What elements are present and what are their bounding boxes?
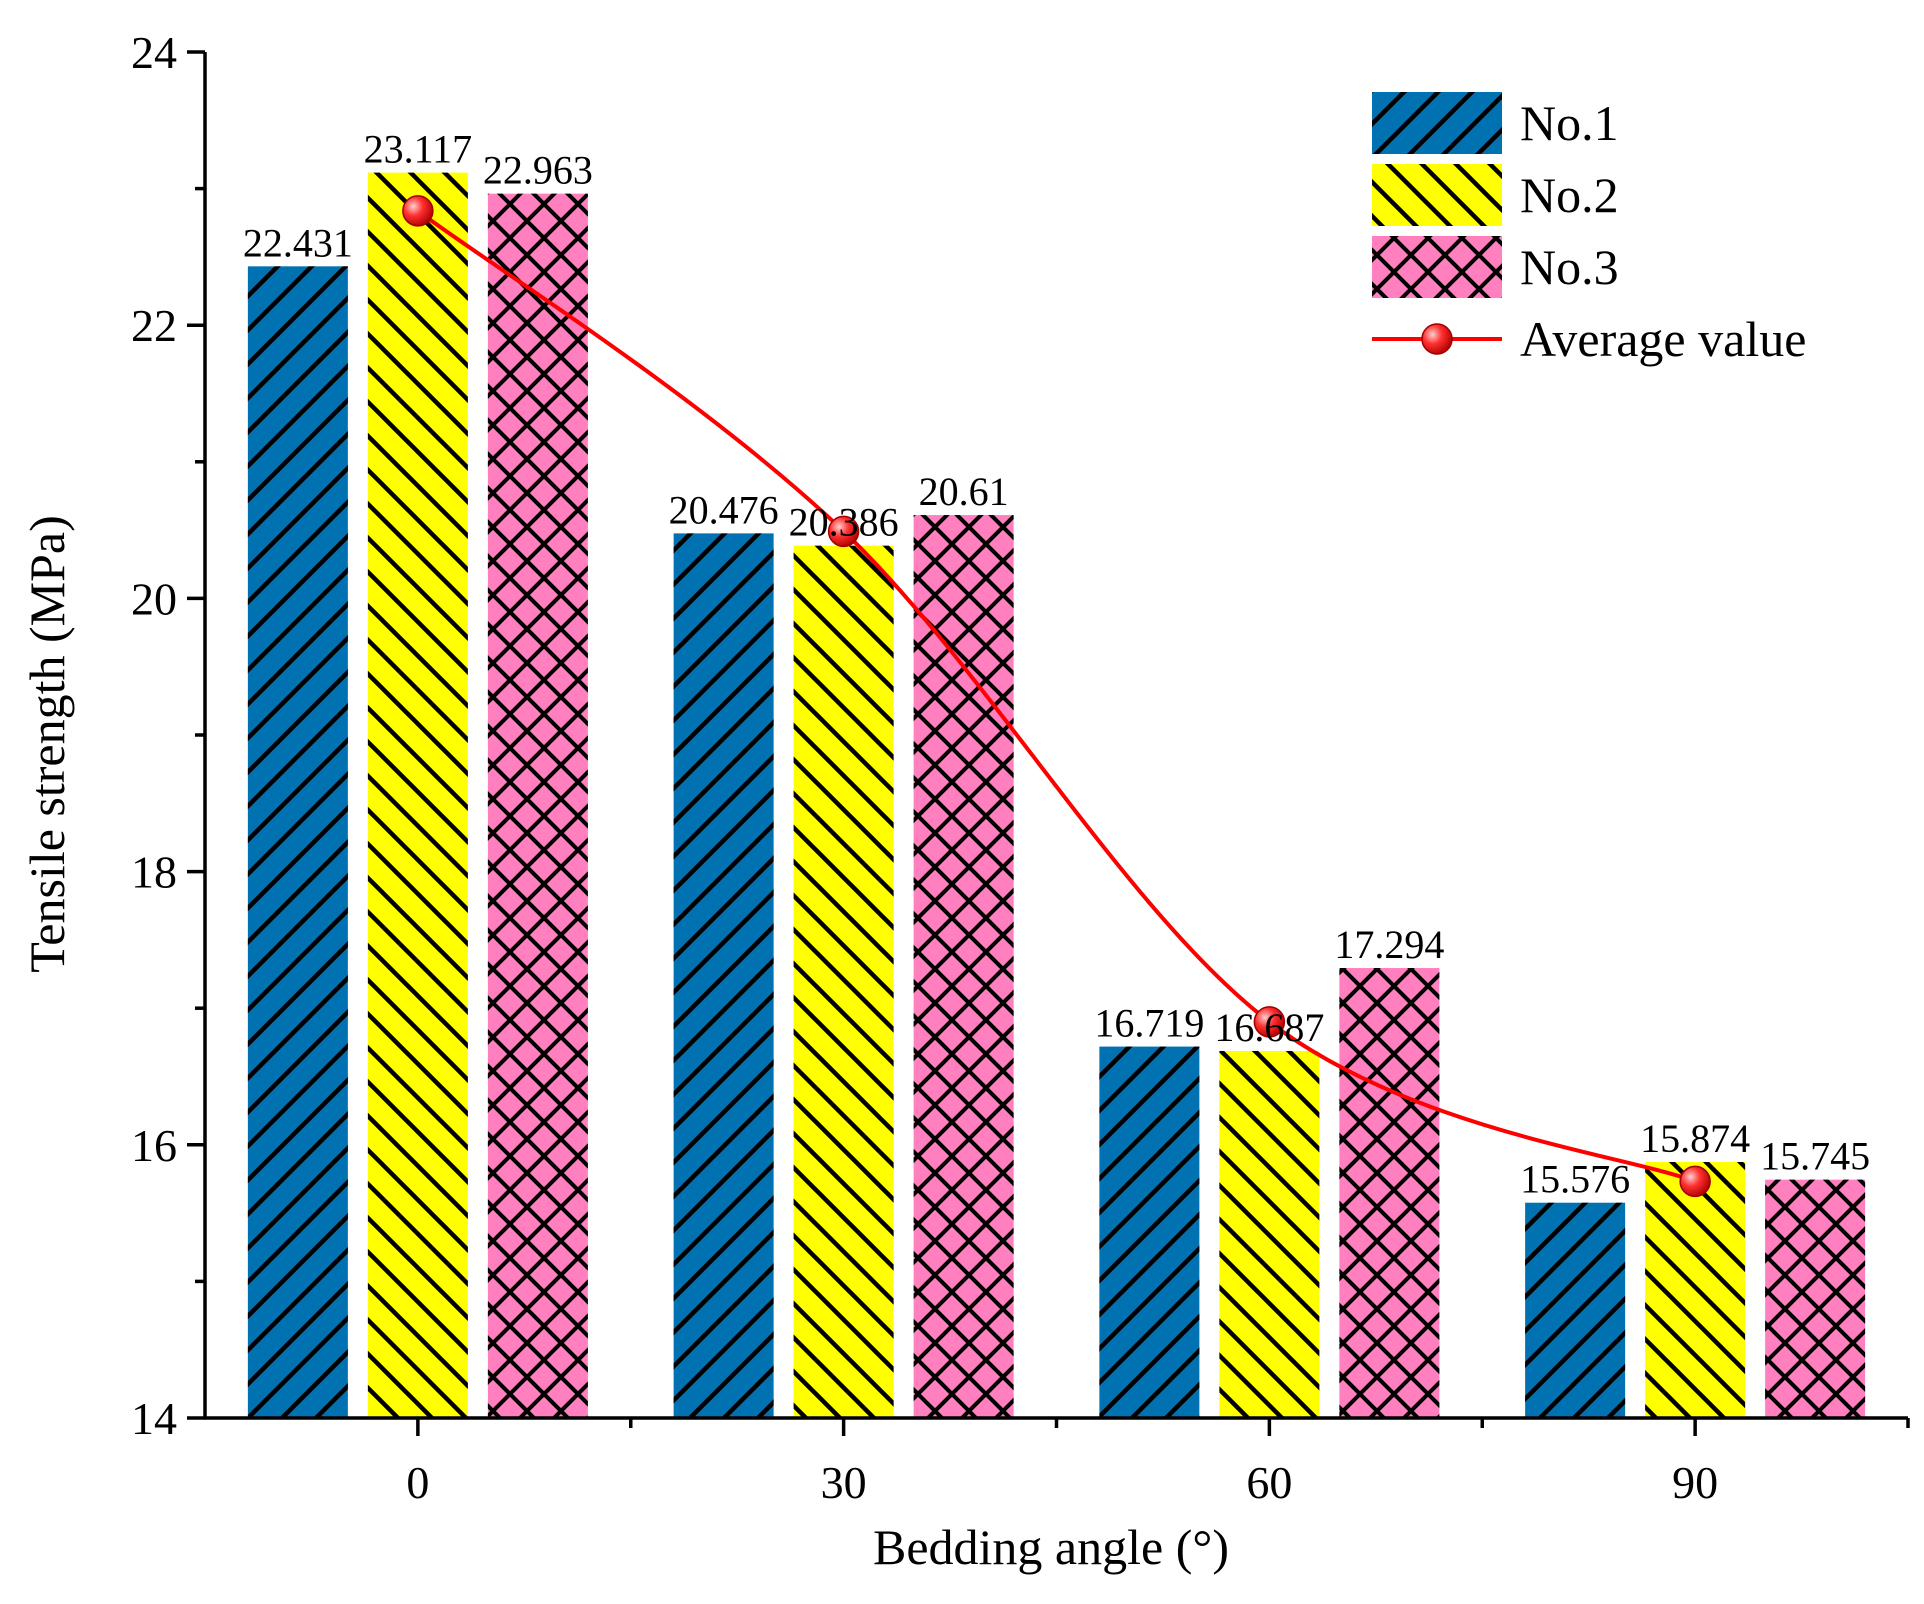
bar-no-2-hatch	[1645, 1162, 1746, 1418]
average-value-marker	[1253, 1006, 1286, 1038]
data-labels-group: 22.431 20.476 16.719 15.576 23.117 20.386 16.6…	[243, 127, 1870, 1202]
bar-value-label: 15.745	[1760, 1134, 1870, 1179]
legend-label: No.3	[1520, 239, 1619, 295]
legend-swatch-no-3-hatch	[1372, 236, 1502, 298]
bar-no-1-hatch	[673, 533, 774, 1418]
average-value-marker	[1679, 1165, 1711, 1198]
bar-no-2-hatch	[367, 172, 468, 1418]
bar-no-1-hatch	[247, 266, 348, 1418]
average-value-marker	[402, 195, 434, 227]
legend-label: Average value	[1520, 311, 1806, 367]
bar-value-label: 22.963	[483, 148, 593, 193]
x-tick-label: 30	[821, 1457, 867, 1508]
legend: No.1 No.2 No.3 Average value	[1372, 92, 1806, 367]
bar-value-label: 16.719	[1094, 1001, 1204, 1046]
bar-no-3-hatch	[487, 193, 588, 1419]
bar-no-2-hatch	[1219, 1050, 1320, 1418]
bar-no-1-hatch	[1525, 1202, 1626, 1418]
y-axis-title: Tensile strength (MPa)	[19, 515, 75, 973]
x-tick-label: 90	[1672, 1457, 1718, 1508]
bar-no-1-hatch	[1099, 1046, 1200, 1418]
bar-value-label: 22.431	[243, 220, 353, 265]
x-tick-label: 60	[1246, 1457, 1292, 1508]
bar-no-3-hatch	[1765, 1179, 1866, 1418]
legend-swatch-average-marker	[1421, 323, 1453, 355]
y-ticks-group: 14 16 18 20 22 24	[131, 27, 205, 1444]
y-tick-label: 24	[131, 27, 177, 78]
y-tick-label: 22	[131, 300, 177, 351]
bar-value-label: 16.687	[1214, 1005, 1324, 1050]
legend-label: No.2	[1520, 167, 1619, 223]
bar-value-label: 17.294	[1334, 922, 1444, 967]
bar-value-label: 15.576	[1520, 1157, 1630, 1202]
axes-group: 14 16 18 20 22 24 0 30 60 90	[131, 27, 1910, 1508]
x-axis-title: Bedding angle (°)	[873, 1519, 1229, 1575]
average-markers-group	[402, 195, 1711, 1198]
y-tick-label: 20	[131, 573, 177, 624]
y-tick-label: 14	[131, 1393, 177, 1444]
y-tick-label: 16	[131, 1120, 177, 1171]
average-value-marker	[827, 515, 860, 548]
legend-swatch-no-1-hatch	[1372, 92, 1502, 154]
bar-no-3-hatch	[1339, 968, 1440, 1418]
average-value-line	[416, 209, 1696, 1184]
bar-value-label: 23.117	[364, 127, 473, 172]
x-ticks-group: 0 30 60 90	[406, 1418, 1910, 1508]
legend-label: No.1	[1520, 95, 1619, 151]
legend-swatch-no-2-hatch	[1372, 164, 1502, 226]
bars-group	[247, 172, 1866, 1419]
bar-no-2-hatch	[793, 545, 894, 1418]
bar-no-3-hatch	[913, 515, 1014, 1418]
x-tick-label: 0	[406, 1457, 429, 1508]
y-tick-label: 18	[131, 847, 177, 898]
bar-value-label: 20.476	[669, 487, 779, 532]
bar-value-label: 20.61	[919, 469, 1009, 514]
bar-value-label: 20.386	[789, 500, 899, 545]
bar-value-label: 15.874	[1640, 1116, 1750, 1161]
